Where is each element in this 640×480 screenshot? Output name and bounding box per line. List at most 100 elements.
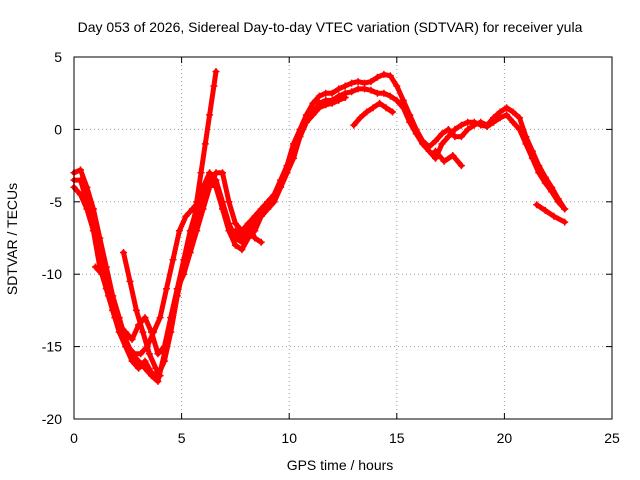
data-point	[257, 238, 265, 246]
data-point	[257, 212, 265, 220]
data-point	[175, 227, 183, 235]
data-point	[180, 256, 188, 264]
x-tick-label: 0	[70, 430, 78, 446]
data-point	[182, 212, 190, 220]
data-point	[406, 118, 414, 126]
data-point	[457, 121, 465, 129]
data-point	[341, 94, 349, 101]
plot-frame	[73, 56, 613, 420]
data-point	[432, 154, 439, 162]
data-point	[163, 285, 170, 293]
series-line	[433, 148, 464, 169]
data-point	[528, 154, 536, 162]
data-point	[389, 108, 396, 116]
data-point	[386, 72, 394, 80]
data-point	[231, 234, 239, 242]
data-point	[117, 328, 125, 336]
data-point	[201, 191, 209, 199]
data-point	[150, 328, 158, 336]
data-point	[354, 85, 362, 93]
data-point	[399, 104, 407, 112]
data-point	[348, 79, 356, 87]
data-point	[212, 68, 220, 75]
data-point	[238, 246, 246, 254]
data-point	[393, 82, 401, 90]
data-point	[132, 306, 140, 314]
data-point	[367, 78, 375, 86]
data-point	[154, 350, 162, 358]
data-point	[328, 99, 336, 107]
data-point	[167, 314, 175, 322]
data-point	[315, 104, 323, 112]
y-axis-label: SDTVAR / TECUs	[4, 183, 20, 295]
data-point	[264, 205, 272, 213]
data-point	[328, 89, 336, 97]
data-point	[350, 121, 358, 129]
data-series	[120, 249, 164, 380]
data-point	[376, 99, 384, 107]
chart-title: Day 053 of 2026, Sidereal Day-to-day VTE…	[78, 19, 583, 35]
data-point	[244, 220, 252, 227]
y-tick-label: 0	[54, 121, 62, 137]
x-tick-label: 5	[178, 430, 186, 446]
data-point	[483, 123, 491, 130]
data-point	[264, 198, 272, 206]
data-point	[354, 78, 362, 86]
data-point	[130, 350, 138, 358]
data-series	[92, 191, 209, 358]
data-point	[302, 118, 310, 126]
data-point	[444, 133, 452, 141]
data-point	[541, 207, 549, 214]
x-tick-label: 25	[604, 430, 620, 446]
y-tick-label: -10	[42, 266, 62, 282]
series-line	[71, 86, 568, 379]
data-point	[160, 357, 168, 365]
data-point	[83, 205, 91, 213]
data-point	[212, 176, 220, 184]
y-tick-label: -20	[42, 411, 62, 427]
data-point	[231, 241, 239, 249]
data-point	[440, 157, 448, 165]
data-point	[139, 328, 147, 336]
data-point	[550, 212, 558, 220]
data-point	[477, 121, 485, 129]
data-point	[77, 176, 84, 184]
data-point	[457, 133, 465, 141]
data-point	[464, 118, 472, 126]
data-point	[535, 169, 543, 177]
data-point	[438, 140, 446, 148]
data-point	[219, 198, 226, 206]
y-axis: -20 -15 -10 -5 0 5	[42, 49, 612, 427]
data-point	[554, 198, 562, 206]
data-point	[145, 350, 153, 358]
data-point	[92, 263, 99, 271]
data-point	[296, 133, 304, 141]
data-point	[77, 191, 84, 199]
y-tick-label: -15	[42, 339, 62, 355]
data-point	[98, 270, 106, 278]
data-point	[135, 364, 143, 372]
data-series	[188, 68, 220, 235]
data-point	[152, 364, 160, 372]
series-layer	[70, 68, 569, 385]
x-tick-label: 20	[497, 430, 513, 446]
data-point	[231, 220, 239, 227]
data-point	[451, 125, 459, 133]
data-point	[335, 96, 343, 104]
data-point	[438, 130, 446, 138]
data-point	[503, 104, 511, 112]
data-point	[356, 114, 364, 122]
data-point	[169, 256, 177, 264]
data-point	[148, 369, 155, 377]
data-point	[393, 96, 401, 104]
data-point	[380, 70, 388, 78]
data-point	[533, 201, 541, 209]
data-point	[341, 82, 349, 90]
data-point	[503, 111, 511, 119]
data-point	[516, 125, 523, 133]
y-tick-label: 5	[54, 49, 62, 65]
data-point	[516, 114, 523, 122]
data-point	[561, 205, 569, 213]
data-point	[251, 212, 259, 220]
